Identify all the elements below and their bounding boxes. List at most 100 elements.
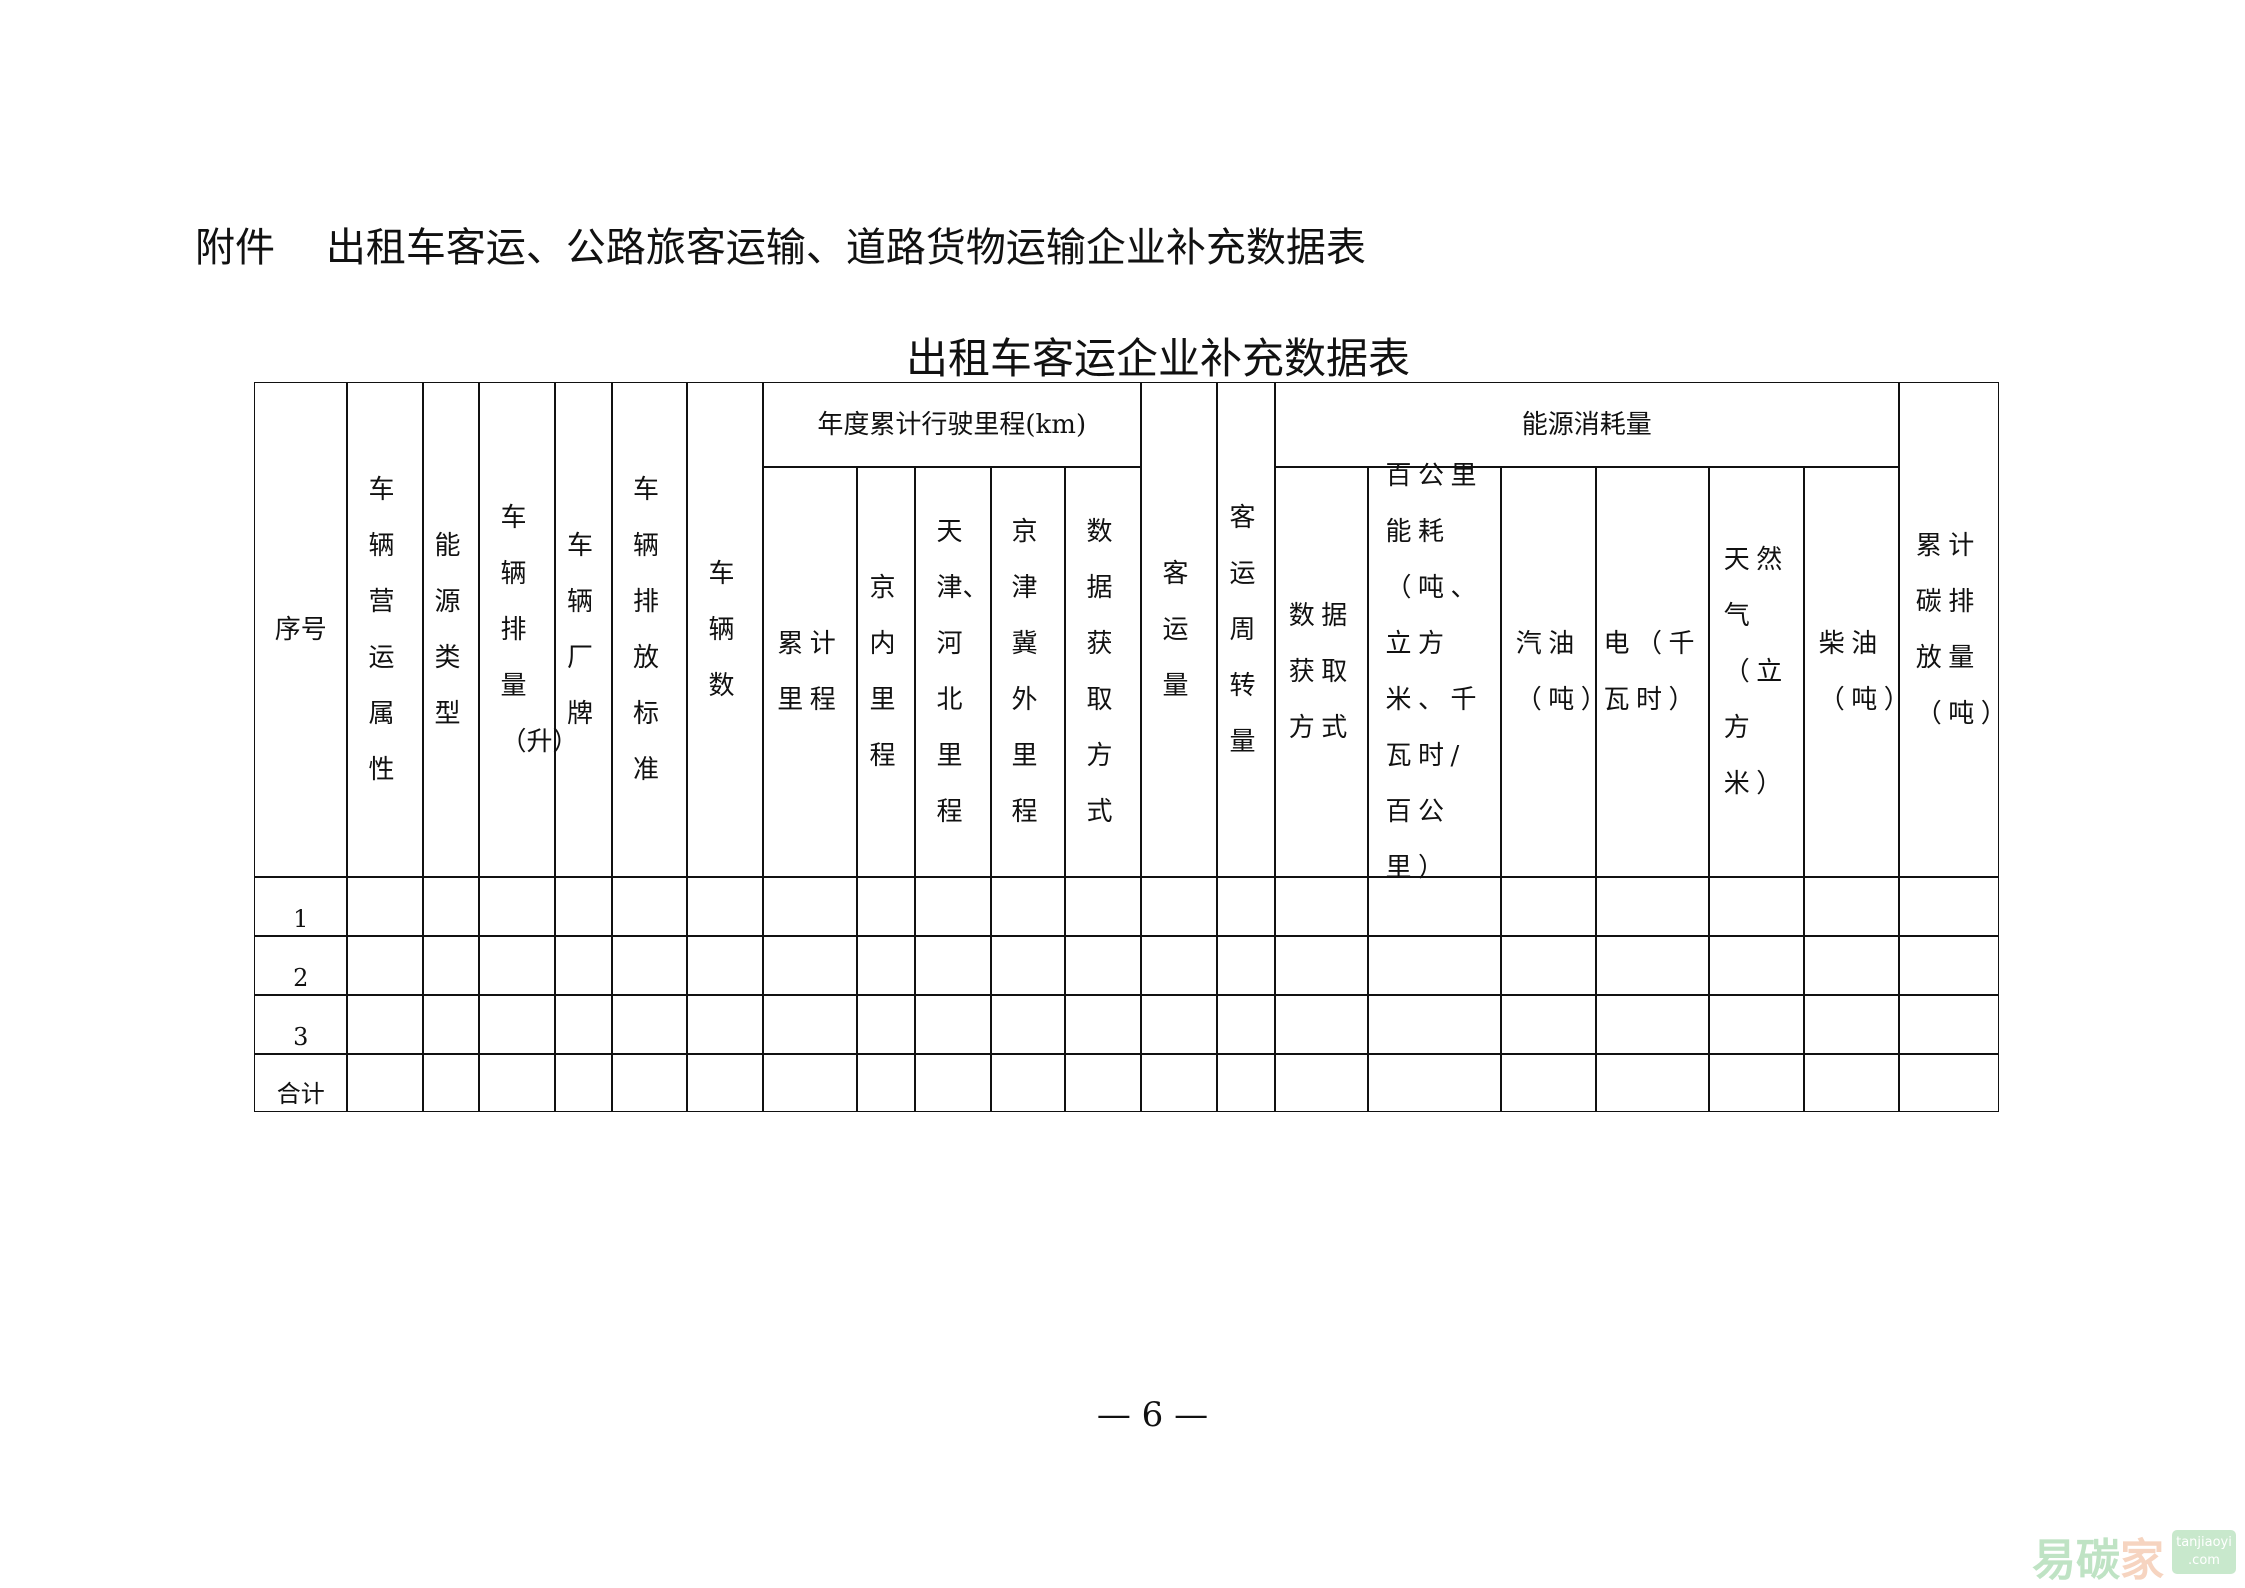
table-cell[interactable] [554,1053,613,1112]
table-cell[interactable] [856,994,916,1055]
table-cell[interactable] [914,994,992,1055]
table-cell[interactable] [856,1053,916,1112]
table-cell[interactable] [1500,994,1597,1055]
table-cell[interactable] [1898,935,1999,996]
table-cell[interactable] [346,994,424,1055]
table-cell[interactable] [422,994,480,1055]
table-cell[interactable] [1708,935,1805,996]
page-number: — 6 — [1096,1395,1209,1435]
table-cell[interactable] [422,1053,480,1112]
table-cell[interactable] [1064,876,1142,937]
table-cell[interactable] [686,1053,764,1112]
table-cell[interactable] [1708,994,1805,1055]
table-cell[interactable] [914,1053,992,1112]
header-mileage-total: 累计里程 [762,466,858,878]
table-cell[interactable] [346,876,424,937]
table-cell[interactable] [1500,935,1597,996]
table-cell[interactable] [686,876,764,937]
table-cell[interactable] [1367,876,1502,937]
table-cell[interactable] [1803,1053,1900,1112]
table-cell[interactable] [990,994,1066,1055]
table-cell[interactable] [611,994,688,1055]
table-cell[interactable] [990,876,1066,937]
table-cell[interactable] [1274,994,1369,1055]
table-cell[interactable] [762,1053,858,1112]
header-energy-data-method-label: 数据获取方式 [1288,600,1354,743]
table-cell[interactable] [1367,935,1502,996]
header-vehicle-count-label: 车辆数 [708,558,735,701]
table-cell[interactable] [422,935,480,996]
header-mileage-outside-label: 京津冀外里程 [1011,516,1038,827]
table-cell[interactable] [1140,994,1218,1055]
table-cell[interactable] [478,935,556,996]
table-cell[interactable] [346,1053,424,1112]
table-cell[interactable] [1595,1053,1710,1112]
header-mileage-tianjin-hebei: 天津、河北里程 [914,466,992,878]
table-cell[interactable] [1064,1053,1142,1112]
table-cell[interactable] [1500,1053,1597,1112]
row-label: 1 [254,876,348,937]
table-cell[interactable] [1500,876,1597,937]
table-cell[interactable] [1367,1053,1502,1112]
table-cell[interactable] [914,935,992,996]
table-cell[interactable] [1898,1053,1999,1112]
table-cell[interactable] [686,994,764,1055]
table-cell[interactable] [1708,1053,1805,1112]
table-cell[interactable] [1898,994,1999,1055]
table-cell[interactable] [1803,994,1900,1055]
table-cell[interactable] [611,935,688,996]
header-passenger-turnover: 客运周转量 [1216,382,1276,878]
table-cell[interactable] [762,994,858,1055]
table-cell[interactable] [346,935,424,996]
table-cell[interactable] [1140,876,1218,937]
table-cell[interactable] [611,1053,688,1112]
attachment-title: 附件 出租车客运、公路旅客运输、道路货物运输企业补充数据表 [195,225,1366,271]
table-cell[interactable] [990,935,1066,996]
header-electricity: 电（千瓦时） [1595,466,1710,878]
table-cell[interactable] [1216,935,1276,996]
table-cell[interactable] [554,935,613,996]
table-cell[interactable] [686,935,764,996]
table-cell[interactable] [1595,876,1710,937]
header-mileage-total-label: 累计里程 [777,628,843,715]
table-cell[interactable] [1274,935,1369,996]
table-cell[interactable] [856,876,916,937]
table-cell[interactable] [554,994,613,1055]
table-cell[interactable] [422,876,480,937]
table-cell[interactable] [1216,1053,1276,1112]
header-energy-group-label: 能源消耗量 [1521,409,1652,440]
table-cell[interactable] [478,876,556,937]
header-seq: 序号 [254,382,348,878]
table-cell[interactable] [762,935,858,996]
table-cell[interactable] [1803,876,1900,937]
table-cell[interactable] [1140,1053,1218,1112]
table-cell[interactable] [554,876,613,937]
table-cell[interactable] [1216,994,1276,1055]
table-cell[interactable] [1708,876,1805,937]
table-cell[interactable] [1595,935,1710,996]
header-emission-std: 车辆排放标准 [611,382,688,878]
header-energy-type-label: 能源类型 [434,530,461,729]
table-cell[interactable] [914,876,992,937]
header-natural-gas-label: 天然气（立方米） [1723,544,1789,799]
table-cell[interactable] [478,1053,556,1112]
table-cell[interactable] [1803,935,1900,996]
table-cell[interactable] [1274,1053,1369,1112]
table-cell[interactable] [611,876,688,937]
table-cell[interactable] [1064,935,1142,996]
table-cell[interactable] [1367,994,1502,1055]
table-cell[interactable] [1140,935,1218,996]
table-cell[interactable] [762,876,858,937]
header-energy-data-method: 数据获取方式 [1274,466,1369,878]
table-cell[interactable] [1274,876,1369,937]
table-cell[interactable] [478,994,556,1055]
table-cell[interactable] [1595,994,1710,1055]
table-cell[interactable] [856,935,916,996]
table-cell[interactable] [1898,876,1999,937]
table-cell[interactable] [1064,994,1142,1055]
row-label: 合计 [254,1053,348,1112]
header-mileage-data-method: 数据获取方式 [1064,466,1142,878]
table-cell[interactable] [1216,876,1276,937]
table-cell[interactable] [990,1053,1066,1112]
header-energy-per-100km: 百公里能耗（吨、立方米、千瓦时/百公里） [1367,461,1502,883]
